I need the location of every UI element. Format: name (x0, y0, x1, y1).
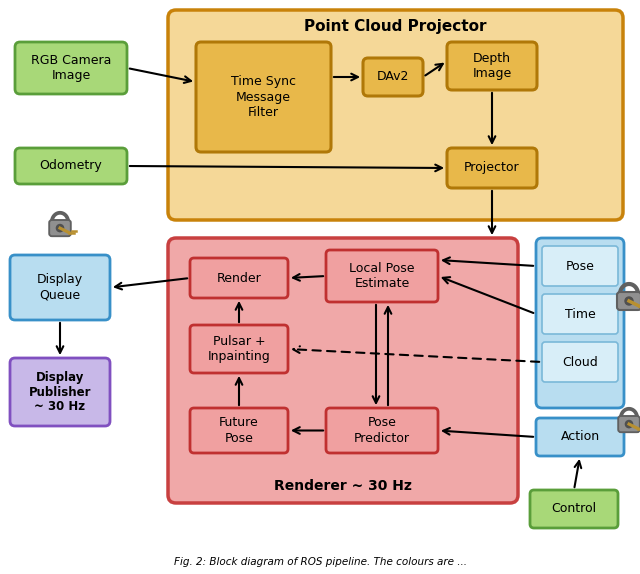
FancyBboxPatch shape (542, 294, 618, 334)
Text: DAv2: DAv2 (377, 71, 409, 83)
Text: Projector: Projector (464, 161, 520, 174)
FancyBboxPatch shape (10, 358, 110, 426)
FancyBboxPatch shape (326, 250, 438, 302)
Text: Odometry: Odometry (40, 160, 102, 173)
FancyBboxPatch shape (49, 220, 71, 236)
FancyBboxPatch shape (363, 58, 423, 96)
Text: Local Pose
Estimate: Local Pose Estimate (349, 262, 415, 290)
FancyBboxPatch shape (447, 42, 537, 90)
Text: Time: Time (564, 308, 595, 320)
FancyBboxPatch shape (530, 490, 618, 528)
FancyBboxPatch shape (10, 255, 110, 320)
FancyBboxPatch shape (15, 42, 127, 94)
FancyBboxPatch shape (190, 325, 288, 373)
Text: Render: Render (216, 272, 261, 285)
FancyBboxPatch shape (542, 246, 618, 286)
FancyBboxPatch shape (190, 258, 288, 298)
Text: Display
Queue: Display Queue (37, 273, 83, 301)
Circle shape (625, 297, 633, 305)
FancyBboxPatch shape (542, 342, 618, 382)
FancyBboxPatch shape (447, 148, 537, 188)
Text: Time Sync
Message
Filter: Time Sync Message Filter (231, 76, 296, 118)
Text: Point Cloud Projector: Point Cloud Projector (304, 20, 487, 34)
FancyBboxPatch shape (196, 42, 331, 152)
FancyBboxPatch shape (15, 148, 127, 184)
Text: Display
Publisher
~ 30 Hz: Display Publisher ~ 30 Hz (29, 370, 92, 413)
Text: Pose: Pose (566, 259, 595, 273)
FancyBboxPatch shape (326, 408, 438, 453)
Text: RGB Camera
Image: RGB Camera Image (31, 54, 111, 82)
Text: Pose
Predictor: Pose Predictor (354, 417, 410, 444)
Circle shape (56, 224, 63, 232)
Text: Cloud: Cloud (562, 355, 598, 369)
Text: Action: Action (561, 430, 600, 444)
Text: Control: Control (552, 502, 596, 515)
FancyBboxPatch shape (618, 416, 640, 432)
Text: Depth
Image: Depth Image (472, 52, 511, 80)
Text: Pulsar +
Inpainting: Pulsar + Inpainting (207, 335, 270, 363)
Circle shape (625, 421, 632, 428)
FancyBboxPatch shape (168, 238, 518, 503)
FancyBboxPatch shape (536, 418, 624, 456)
FancyBboxPatch shape (190, 408, 288, 453)
FancyBboxPatch shape (617, 292, 640, 310)
FancyBboxPatch shape (168, 10, 623, 220)
FancyBboxPatch shape (536, 238, 624, 408)
Text: Fig. 2: Block diagram of ROS pipeline. The colours are ...: Fig. 2: Block diagram of ROS pipeline. T… (173, 557, 467, 567)
Text: Future
Pose: Future Pose (219, 417, 259, 444)
Text: Renderer ~ 30 Hz: Renderer ~ 30 Hz (274, 479, 412, 493)
